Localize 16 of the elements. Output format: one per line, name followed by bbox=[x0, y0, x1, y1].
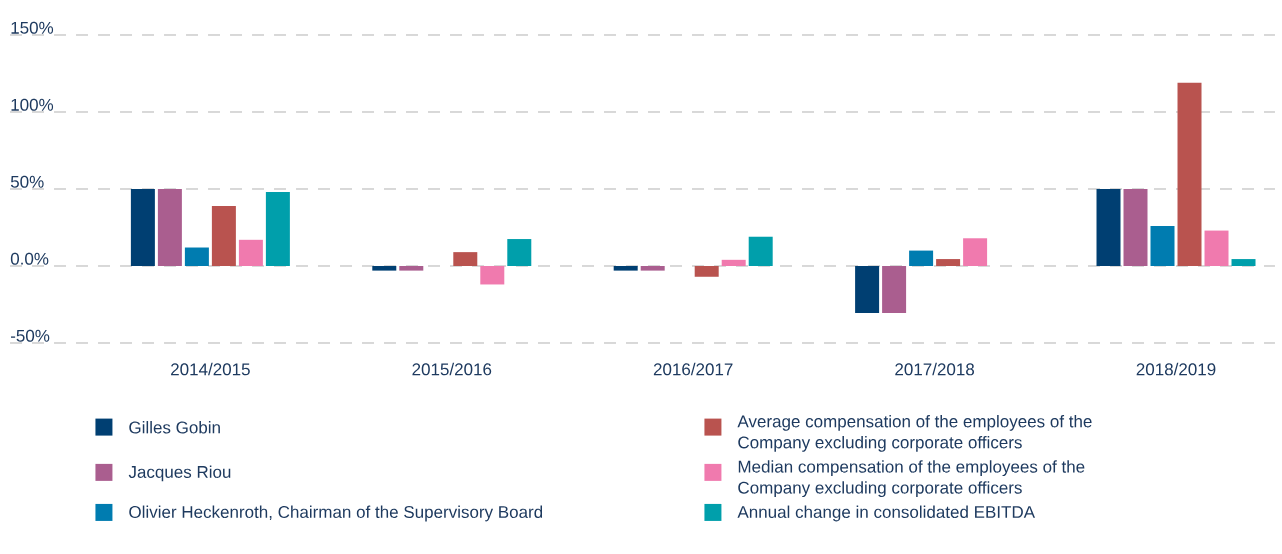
x-tick-label: 2017/2018 bbox=[895, 362, 975, 376]
y-tick-label: 0.0% bbox=[10, 252, 49, 265]
y-tick-label: 50% bbox=[10, 175, 44, 188]
x-tick-label: 2016/2017 bbox=[653, 362, 733, 376]
legend-label: Annual change in consolidated EBITDA bbox=[737, 505, 1036, 522]
legend-label: Olivier Heckenroth, Chairman of the Supervisory Board bbox=[129, 505, 543, 522]
x-tick-label: 2018/2019 bbox=[1136, 362, 1216, 376]
y-tick-label: -50% bbox=[10, 329, 50, 342]
legend-label: Average compensation of the employees of the Company excluding corporate officers bbox=[737, 414, 1092, 452]
legend-label: Jacques Riou bbox=[128, 465, 231, 482]
legend-label: Median compensation of the employees of the Company excluding corporate officers bbox=[738, 460, 1085, 498]
x-tick-label: 2015/2016 bbox=[412, 362, 492, 376]
x-tick-label: 2014/2015 bbox=[171, 362, 250, 376]
y-tick-label: 150% bbox=[11, 21, 54, 34]
y-tick-label: 100% bbox=[11, 98, 54, 111]
legend-label: Gilles Gobin bbox=[129, 421, 220, 434]
